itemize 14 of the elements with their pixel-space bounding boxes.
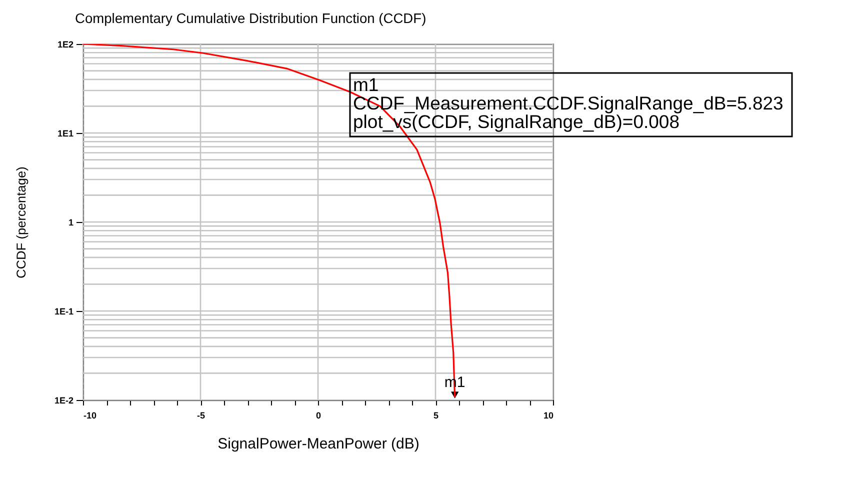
chart-title: Complementary Cumulative Distribution Function (CCDF) bbox=[75, 11, 426, 26]
x-tick-label: -5 bbox=[196, 410, 206, 420]
y-axis-title: CCDF (percentage) bbox=[13, 166, 28, 278]
y-tick-label: 1E1 bbox=[57, 128, 74, 138]
x-axis-title: SignalPower-MeanPower (dB) bbox=[218, 436, 420, 452]
x-tick-label: 5 bbox=[433, 410, 439, 420]
y-tick-label: 1E-1 bbox=[54, 306, 74, 316]
annotation: m1 bbox=[353, 74, 379, 95]
y-tick-label: 1E-2 bbox=[54, 396, 74, 406]
x-tick-label: 0 bbox=[316, 410, 322, 420]
y-tick-label: 1E2 bbox=[57, 40, 74, 50]
y-tick-label: 1 bbox=[68, 218, 74, 228]
x-tick-label: 10 bbox=[543, 410, 554, 420]
x-tick-label: -10 bbox=[84, 410, 97, 420]
